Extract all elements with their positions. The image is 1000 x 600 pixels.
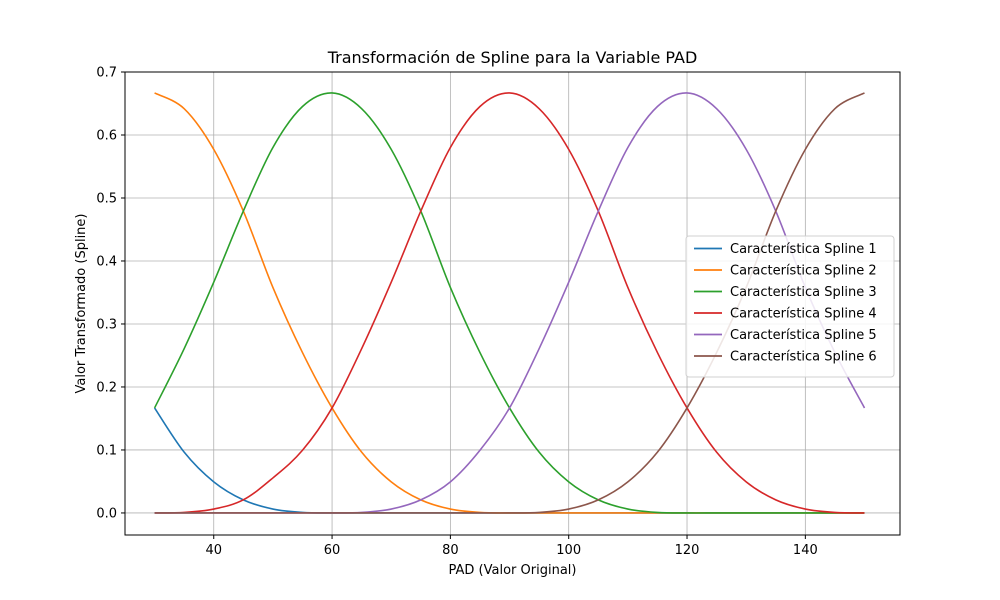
chart-title: Transformación de Spline para la Variabl… [327, 48, 698, 67]
legend: Característica Spline 1 Característica Sp… [685, 235, 895, 378]
plot-frame [124, 71, 901, 536]
series-line-3 [153, 92, 865, 514]
legend-label-6: Característica Spline 6 [730, 350, 877, 365]
series-line-4 [154, 92, 865, 514]
x-axis-label: PAD (Valor Original) [449, 563, 577, 578]
y-tick-label: 0.6 [96, 128, 117, 143]
x-tick-label: 120 [675, 543, 700, 558]
y-tick-label: 0.1 [96, 443, 117, 458]
legend-box [685, 235, 895, 378]
y-tick-label: 0.2 [96, 380, 117, 395]
y-tick-label: 0.0 [96, 506, 117, 521]
legend-label-5: Característica Spline 5 [730, 328, 877, 343]
legend-label-1: Característica Spline 1 [730, 242, 877, 257]
x-tick-label: 100 [556, 543, 581, 558]
y-tick-label: 0.5 [96, 191, 117, 206]
x-tick-label: 40 [205, 543, 222, 558]
legend-label-4: Característica Spline 4 [730, 307, 877, 322]
y-tick-label: 0.4 [96, 254, 117, 269]
x-tick-label: 60 [324, 543, 341, 558]
y-axis-label: Valor Transformado (Spline) [74, 214, 89, 394]
y-tick-label: 0.3 [96, 317, 117, 332]
y-tick-label: 0.7 [96, 66, 117, 81]
legend-label-3: Característica Spline 3 [730, 285, 877, 300]
axis-ticks: 40 60 80 100 120 140 0.0 0.1 0.2 0.3 0.4 0.5 0.6 0.7 [96, 66, 817, 559]
x-tick-label: 80 [442, 543, 459, 558]
legend-label-2: Característica Spline 2 [730, 264, 877, 279]
x-tick-label: 140 [793, 543, 818, 558]
